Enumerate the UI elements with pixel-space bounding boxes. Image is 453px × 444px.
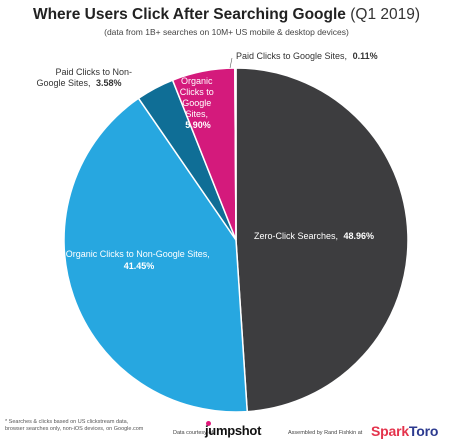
pie-slice-4 xyxy=(234,67,237,241)
zero-click-label: Zero-Click Searches, 48.96% xyxy=(254,231,374,241)
chart-title-main: Where Users Click After Searching Google xyxy=(32,6,346,23)
organic-google-label: Organic Clicks to Google Sites, 5.90% xyxy=(180,76,217,130)
paid-non-google-label-value: 3.58% xyxy=(96,78,122,88)
organic-non-google-label-value: 41.45% xyxy=(124,261,155,271)
pie-slices xyxy=(63,67,409,413)
chart-title: Where Users Click After Searching Google… xyxy=(0,6,453,24)
assembled-by-text: Assembled by Rand Fishkin at xyxy=(288,430,363,436)
organic-google-label-value: 5.90% xyxy=(185,120,211,130)
pie-slice-0 xyxy=(235,67,409,413)
organic-non-google-label-text: Organic Clicks to Non-Google Sites, xyxy=(66,249,210,259)
sparktoro-logo-toro: Toro xyxy=(408,423,439,439)
paid-google-label-text: Paid Clicks to Google Sites, xyxy=(236,51,347,61)
zero-click-label-value: 48.96% xyxy=(344,231,375,241)
organic-google-label-line3: Google xyxy=(182,98,211,108)
footnote-line-1: * Searches & clicks based on US clickstr… xyxy=(5,419,129,425)
paid-non-google-label-line1: Paid Clicks to Non- xyxy=(55,67,132,77)
sparktoro-logo: SparkToro xyxy=(371,423,438,439)
pie-slice-1 xyxy=(63,97,249,413)
zero-click-label-text: Zero-Click Searches, xyxy=(254,231,338,241)
jumpshot-logo: jumpshot xyxy=(205,423,262,438)
chart-subtitle: (data from 1B+ searches on 10M+ US mobil… xyxy=(104,27,349,37)
chart-title-period: (Q1 2019) xyxy=(350,6,421,23)
jumpshot-logo-dot xyxy=(206,421,211,426)
paid-non-google-label: Paid Clicks to Non- Google Sites, 3.58% xyxy=(36,67,134,88)
paid-google-label-value: 0.11% xyxy=(353,51,378,61)
paid-non-google-label-line2: Google Sites, xyxy=(36,78,90,88)
organic-non-google-label: Organic Clicks to Non-Google Sites, 41.4… xyxy=(66,249,213,271)
sparktoro-logo-spark: Spark xyxy=(371,423,409,439)
data-courtesy-text: Data courtesy of xyxy=(173,430,214,436)
footnote-line-2: browser searches only, non-iOS devices, … xyxy=(5,426,144,432)
organic-google-label-line1: Organic xyxy=(181,76,213,86)
organic-google-label-line2: Clicks to xyxy=(180,87,214,97)
paid-google-label: Paid Clicks to Google Sites, 0.11% xyxy=(236,51,378,61)
paid-google-leader-line xyxy=(229,57,233,69)
footnote: * Searches & clicks based on US clickstr… xyxy=(5,419,175,433)
organic-google-label-line4: Sites, xyxy=(185,109,208,119)
